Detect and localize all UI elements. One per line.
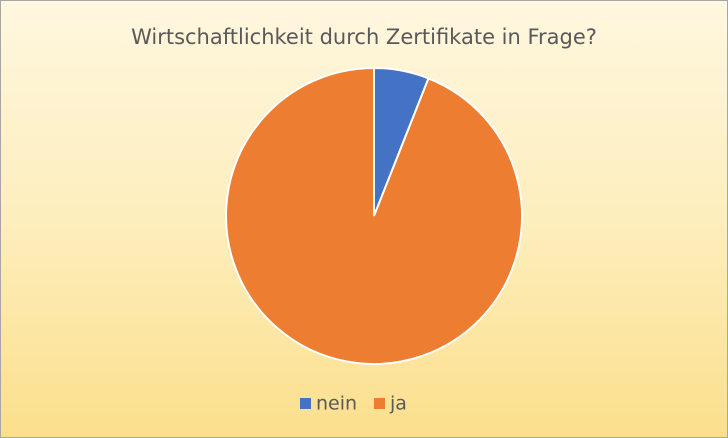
legend-swatch [374, 398, 385, 409]
chart-title: Wirtschaftlichkeit durch Zertifikate in … [131, 25, 597, 49]
legend-label: ja [389, 393, 407, 415]
legend-label: nein [316, 393, 357, 415]
legend-swatch [300, 398, 311, 409]
pie-slice [225, 66, 523, 365]
